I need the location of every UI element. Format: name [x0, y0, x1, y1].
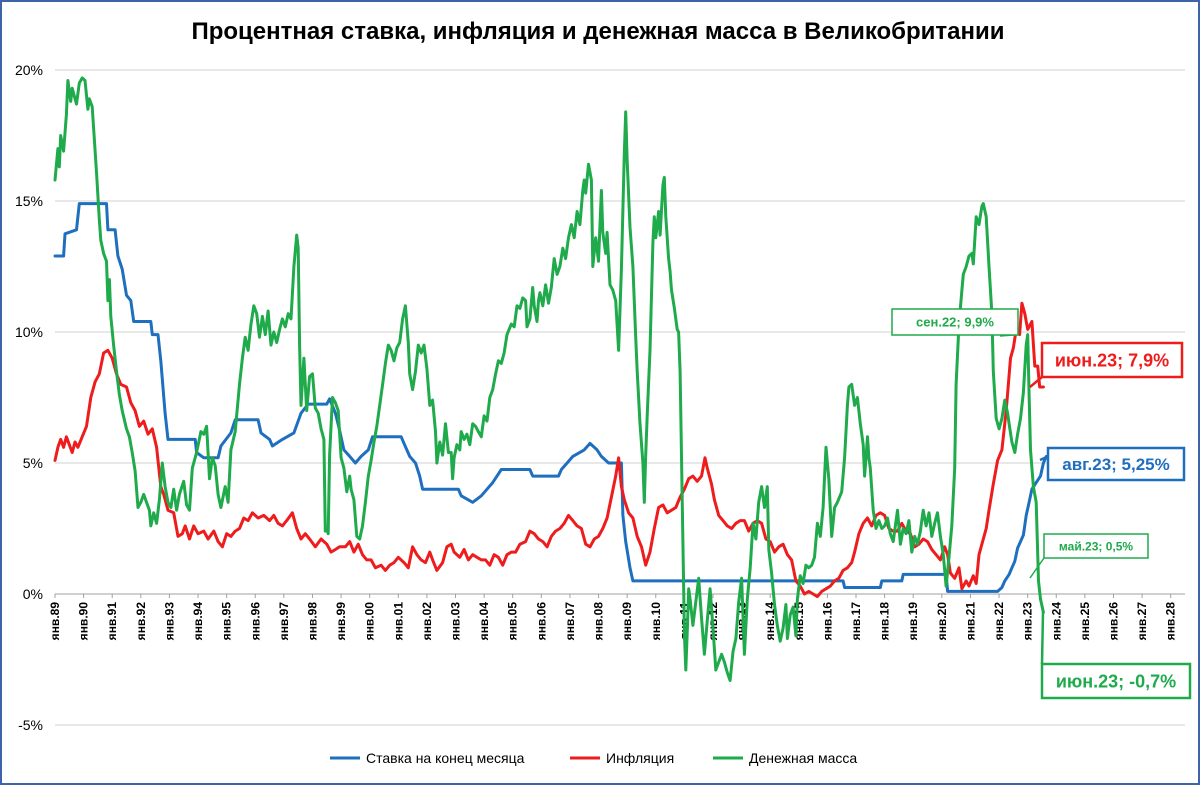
x-tick-label: янв.97	[277, 602, 291, 641]
callout-inflation-jun23: июн.23; 7,9%	[1029, 341, 1184, 388]
callout-box	[1046, 446, 1186, 482]
x-tick-label: янв.10	[649, 602, 663, 641]
x-tick-label: янв.17	[849, 602, 863, 641]
y-tick-label: 10%	[15, 324, 43, 340]
x-tick-label: янв.14	[763, 602, 777, 641]
x-tick-label: янв.22	[992, 602, 1006, 641]
x-tick-label: янв.21	[963, 602, 977, 641]
y-tick-label: 0%	[23, 586, 43, 602]
x-tick-label: янв.27	[1135, 602, 1149, 641]
x-tick-label: янв.08	[592, 602, 606, 641]
x-tick-label: янв.16	[820, 602, 834, 641]
y-tick-label: 15%	[15, 193, 43, 209]
x-tick-label: янв.03	[449, 602, 463, 641]
callout-connector	[1039, 455, 1049, 462]
x-tick-label: янв.20	[935, 602, 949, 641]
legend-label: Инфляция	[606, 750, 674, 766]
x-tick-label: янв.06	[534, 602, 548, 641]
series-money-supply-line	[53, 76, 1045, 682]
legend-item-inflation: Инфляция	[570, 750, 674, 766]
y-tick-label: 20%	[15, 62, 43, 78]
chart-title: Процентная ставка, инфляция и денежная м…	[191, 18, 1005, 45]
x-tick-label: янв.95	[220, 602, 234, 641]
x-tick-label: янв.26	[1106, 602, 1120, 641]
x-tick-label: янв.98	[305, 602, 319, 641]
x-tick-label: янв.94	[191, 602, 205, 641]
callout-connector	[1029, 557, 1045, 579]
callout-label: июн.23; -0,7%	[1056, 671, 1176, 691]
x-tick-label: янв.04	[477, 602, 491, 641]
callout-label: май.23; 0,5%	[1059, 539, 1133, 553]
legend-label: Ставка на конец месяца	[366, 750, 525, 766]
y-tick-label: 5%	[23, 455, 43, 471]
x-tick-label: янв.25	[1078, 602, 1092, 641]
callout-box	[1040, 662, 1192, 700]
callout-box	[1040, 341, 1184, 379]
callout-label: авг.23; 5,25%	[1062, 455, 1170, 474]
y-tick-label: -5%	[18, 717, 43, 733]
x-tick-label: янв.91	[105, 602, 119, 641]
callout-money-sep22: сен.22; 9,9%	[891, 308, 1019, 337]
x-tick-label: янв.24	[1049, 602, 1063, 641]
x-tick-label: янв.00	[363, 602, 377, 641]
legend-label: Денежная масса	[749, 750, 857, 766]
series-inflation-line	[53, 301, 1045, 599]
x-tick-label: янв.19	[906, 602, 920, 641]
x-tick-label: янв.90	[77, 602, 91, 641]
legend-item-money-supply: Денежная масса	[713, 750, 857, 766]
callout-label: сен.22; 9,9%	[916, 315, 994, 330]
x-tick-label: янв.28	[1164, 602, 1178, 641]
x-tick-label: янв.09	[620, 602, 634, 641]
x-tick-label: янв.18	[878, 602, 892, 641]
x-tick-label: янв.07	[563, 602, 577, 641]
callout-box	[891, 308, 1019, 336]
legend-item-rate: Ставка на конец месяца	[330, 750, 525, 766]
x-tick-label: янв.01	[391, 602, 405, 641]
callout-rate-aug23: авг.23; 5,25%	[1039, 446, 1186, 482]
callout-box	[1043, 533, 1149, 559]
x-tick-label: янв.02	[420, 602, 434, 641]
x-tick-label: янв.92	[134, 602, 148, 641]
callout-connector	[1029, 376, 1043, 388]
x-tick-label: янв.05	[506, 602, 520, 641]
x-tick-label: янв.99	[334, 602, 348, 641]
callout-money-jun23: июн.23; -0,7%	[1040, 611, 1192, 700]
x-tick-label: янв.23	[1021, 602, 1035, 641]
callout-connector	[1040, 611, 1045, 665]
x-tick-label: янв.96	[248, 602, 262, 641]
x-tick-label: янв.93	[162, 602, 176, 641]
x-tick-label: янв.89	[48, 602, 62, 641]
callout-label: июн.23; 7,9%	[1055, 350, 1169, 370]
callout-money-may23: май.23; 0,5%	[1029, 533, 1149, 579]
